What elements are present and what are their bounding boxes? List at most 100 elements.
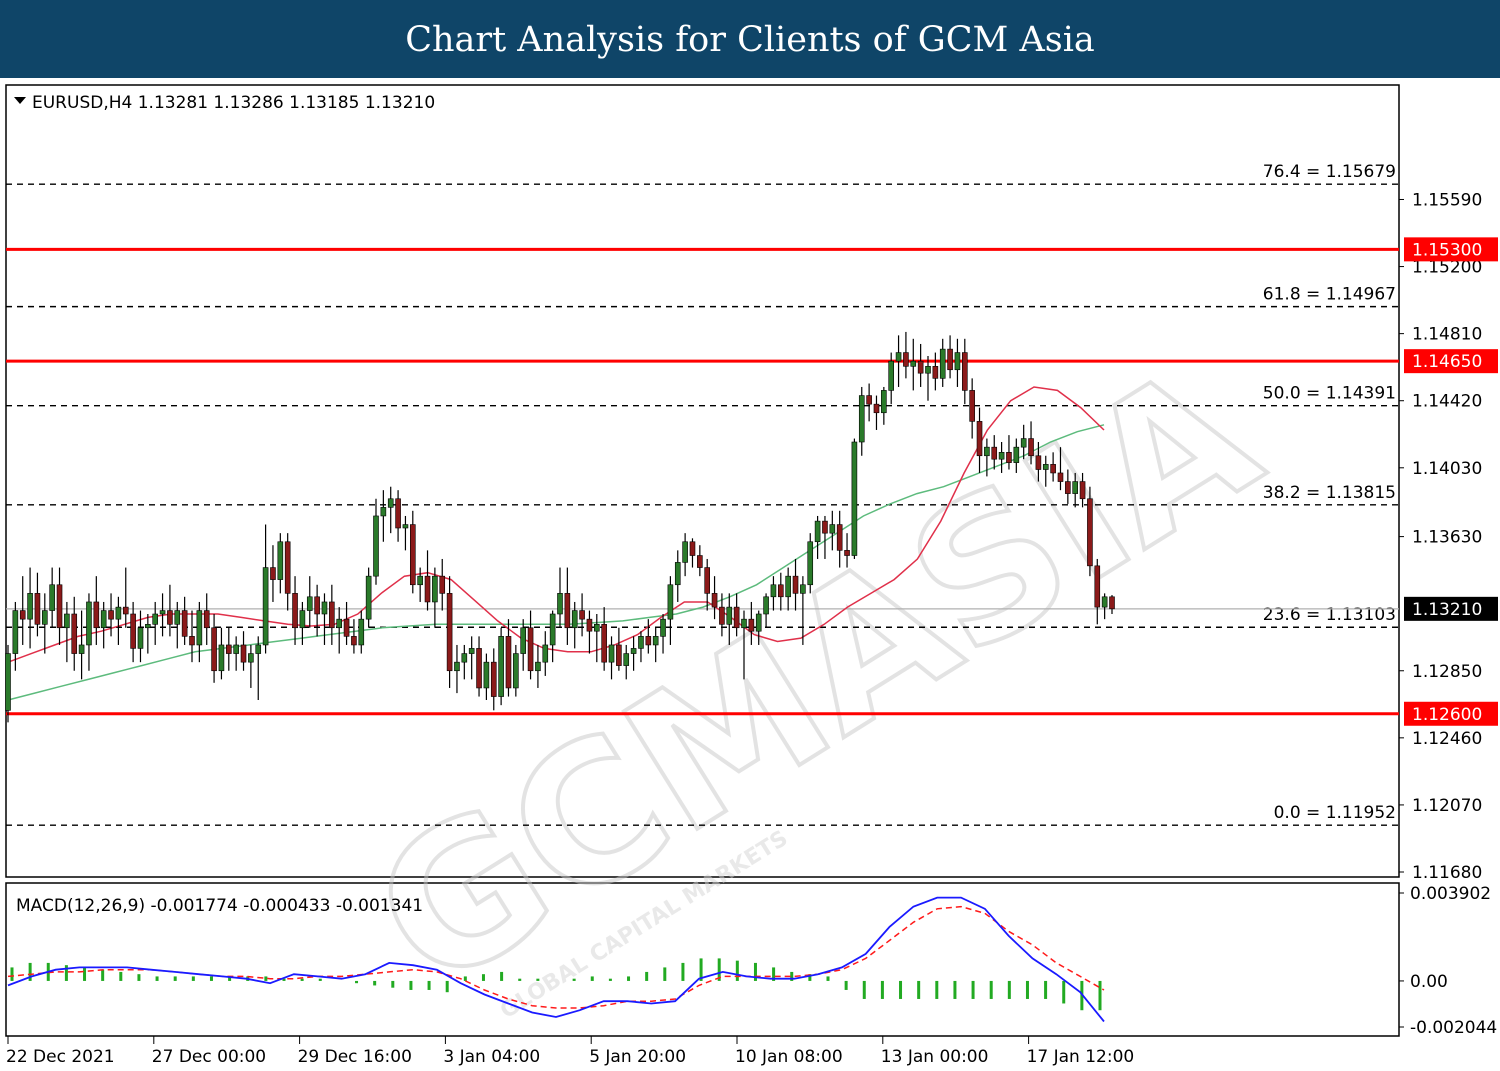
fast-moving-average-line — [7, 386, 1105, 663]
slow-moving-average-line — [7, 424, 1105, 701]
bearish-candle — [719, 606, 725, 625]
bullish-candle — [365, 575, 372, 620]
bearish-candle — [1087, 498, 1093, 567]
bearish-candle — [689, 541, 696, 556]
bullish-candle — [336, 618, 343, 629]
macd-tick-label: 0.003902 — [1410, 884, 1491, 904]
bullish-candle — [895, 352, 902, 362]
bearish-candle — [976, 421, 983, 457]
bearish-candle — [792, 575, 799, 594]
bullish-candle — [145, 624, 151, 629]
bullish-candle — [667, 584, 674, 620]
bullish-candle — [64, 613, 70, 629]
bullish-candle — [373, 515, 379, 577]
bullish-candle — [12, 610, 19, 654]
macd-lines — [7, 896, 1105, 1023]
bullish-candle — [593, 624, 600, 632]
bullish-candle — [998, 452, 1005, 460]
bearish-candle — [203, 610, 210, 629]
price-tick-label: 1.15200 — [1412, 258, 1482, 278]
bearish-candle — [130, 613, 136, 649]
bearish-candle — [314, 596, 320, 615]
bullish-candle — [984, 446, 990, 457]
bullish-candle — [939, 348, 946, 379]
fibonacci-label: 61.8 = 1.14967 — [1263, 285, 1396, 305]
bearish-candle — [189, 636, 195, 646]
bullish-candle — [100, 610, 107, 629]
macd-main-line — [7, 896, 1105, 1023]
bullish-candle — [380, 507, 387, 517]
time-tick-label: 10 Jan 08:00 — [735, 1047, 843, 1067]
header-banner — [0, 0, 1500, 78]
time-tick-label: 27 Dec 00:00 — [152, 1047, 266, 1067]
bullish-candle — [513, 653, 519, 689]
candlesticks — [5, 331, 1115, 723]
bearish-candle — [270, 567, 276, 580]
bullish-candle — [726, 606, 733, 625]
level-label-box — [1404, 237, 1498, 262]
bearish-candle — [1094, 565, 1101, 608]
time-tick-label: 5 Jan 20:00 — [589, 1047, 686, 1067]
price-tick-label: 1.12850 — [1412, 662, 1482, 682]
bullish-candle — [549, 613, 556, 646]
time-tick-label: 29 Dec 16:00 — [298, 1047, 412, 1067]
bullish-candle — [218, 644, 225, 672]
price-tick-label: 1.11680 — [1412, 863, 1482, 883]
bullish-candle — [888, 360, 895, 391]
dropdown-triangle-icon[interactable] — [14, 97, 26, 104]
current-price-box — [1404, 596, 1498, 621]
bullish-candle — [638, 636, 644, 649]
bullish-candle — [277, 541, 284, 580]
moving-averages — [7, 386, 1105, 701]
bearish-candle — [284, 541, 291, 594]
bullish-candle — [623, 653, 630, 666]
bullish-candle — [174, 610, 181, 625]
bullish-candle — [814, 520, 821, 543]
bullish-candle — [755, 613, 762, 632]
bullish-candle — [858, 395, 865, 443]
bearish-candle — [395, 498, 401, 529]
bearish-candle — [947, 348, 953, 371]
bullish-candle — [520, 627, 527, 654]
bullish-candle — [432, 575, 438, 603]
bullish-candle — [1020, 438, 1027, 448]
bullish-candle — [770, 584, 777, 598]
bullish-candle — [49, 584, 55, 611]
bullish-candle — [78, 644, 85, 654]
bullish-candle — [1042, 464, 1049, 470]
bullish-candle — [741, 618, 747, 629]
bearish-candle — [932, 366, 939, 379]
fibonacci-label: 38.2 = 1.13815 — [1263, 483, 1396, 503]
bearish-candle — [777, 584, 784, 598]
bearish-candle — [19, 610, 26, 620]
bullish-candle — [608, 644, 615, 663]
bullish-candle — [1013, 446, 1020, 463]
bearish-candle — [844, 550, 850, 556]
bearish-candle — [645, 636, 652, 646]
bullish-candle — [402, 524, 409, 529]
current-price-text: 1.13210 — [1412, 600, 1482, 620]
bullish-candle — [535, 661, 541, 672]
bullish-candle — [652, 636, 659, 646]
bearish-candle — [1050, 464, 1056, 474]
bullish-candle — [5, 653, 11, 711]
fibonacci-label: 0.0 = 1.11952 — [1274, 803, 1396, 823]
bullish-candle — [498, 636, 504, 697]
bullish-candle — [461, 653, 468, 663]
bullish-candle — [468, 648, 475, 654]
bearish-candle — [822, 520, 828, 534]
macd-tick-label: 0.00 — [1410, 972, 1448, 992]
bullish-candle — [115, 606, 122, 620]
time-axis: 22 Dec 2021 27 Dec 00:00 29 Dec 16:00 3 Jan… — [6, 1036, 1134, 1067]
bearish-candle — [211, 627, 217, 672]
macd-histogram — [10, 958, 1102, 1011]
bearish-candle — [167, 610, 173, 625]
level-label-text: 1.15300 — [1412, 240, 1482, 260]
bullish-candle — [152, 613, 158, 625]
time-tick-label: 17 Jan 12:00 — [1027, 1047, 1135, 1067]
bearish-candle — [866, 395, 872, 405]
bearish-candle — [1109, 596, 1115, 610]
bearish-candle — [292, 593, 298, 629]
bearish-candle — [697, 555, 703, 568]
